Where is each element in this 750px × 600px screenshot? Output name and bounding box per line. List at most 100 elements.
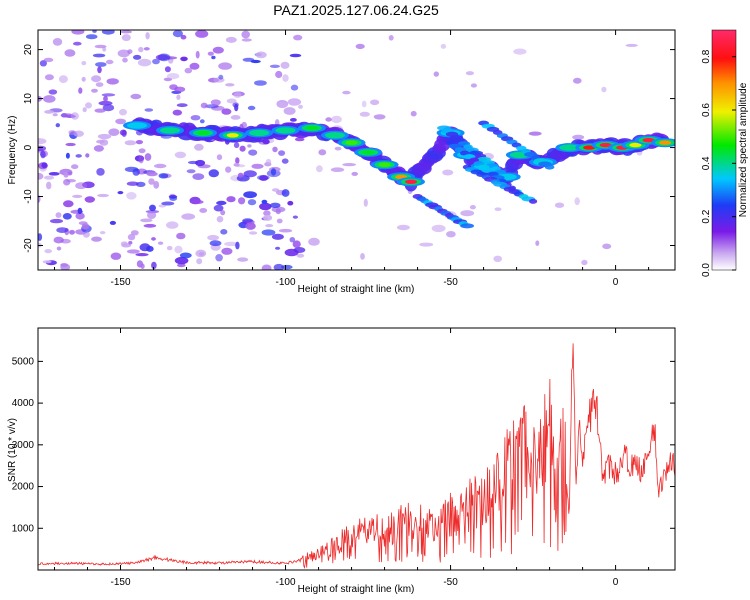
spectrogram-noise-blob xyxy=(180,34,187,40)
spectrogram-noise-blob xyxy=(93,145,104,152)
spectrogram-noise-blob xyxy=(318,149,327,156)
spectrogram-noise-blob xyxy=(187,160,199,165)
spectrogram-noise-blob xyxy=(259,175,269,181)
spectrogram-noise-blob xyxy=(126,249,140,254)
spectrogram-noise-blob xyxy=(127,233,136,241)
spectrogram-noise-blob xyxy=(271,233,284,240)
spectrogram-noise-blob xyxy=(470,83,477,88)
y-tick-label: 20 xyxy=(23,44,34,56)
spectrogram-noise-blob xyxy=(226,196,236,203)
snr-frame xyxy=(37,327,676,571)
snr-plot-area xyxy=(38,328,675,570)
spectrogram-noise-blob xyxy=(263,214,273,221)
spectrogram-noise-blob xyxy=(148,178,155,185)
spectrogram-noise-blob xyxy=(625,43,638,47)
spectrogram-noise-blob xyxy=(241,38,252,42)
spectrogram-noise-blob xyxy=(91,88,98,93)
spectrogram-noise-blob xyxy=(298,104,303,109)
spectrogram-noise-blob xyxy=(275,208,281,215)
spectrogram-noise-blob xyxy=(325,117,332,122)
y-tick-label: 5000 xyxy=(12,356,35,367)
spectrogram-noise-blob xyxy=(151,261,157,270)
spectrogram-noise-blob xyxy=(572,134,585,140)
spectrogram-noise-blob xyxy=(115,118,126,125)
spectrogram-noise-blob xyxy=(351,171,359,176)
y-tick-label: 1000 xyxy=(12,523,35,534)
spectrogram-noise-blob xyxy=(528,131,542,136)
colorbar: 0.0 0.2 0.4 0.6 0.8 Normalized spectral ampl… xyxy=(701,29,749,277)
spectrogram-noise-blob xyxy=(189,199,204,205)
spectrogram-noise-blob xyxy=(66,179,76,183)
spectrogram-noise-blob xyxy=(270,168,277,176)
spectrogram-noise-blob xyxy=(199,119,205,124)
spectrogram-ridge-layer xyxy=(123,117,675,229)
y-tick-label: 0 xyxy=(23,144,34,150)
spectrogram-noise-blob xyxy=(573,77,582,84)
spectrogram-ridge-point xyxy=(362,150,375,155)
spectrogram-ridge-point xyxy=(513,152,526,158)
spectrogram-noise-blob xyxy=(120,30,133,34)
spectrogram-noise-blob xyxy=(97,133,112,140)
spectrogram-noise-blob xyxy=(71,30,85,35)
spectrogram-noise-blob xyxy=(56,227,69,234)
spectrogram-noise-blob xyxy=(281,189,290,197)
spectrogram-noise-blob xyxy=(130,93,142,100)
spectrogram-y-ticks: -20 -10 0 10 20 xyxy=(23,44,675,253)
spectrogram-noise-blob xyxy=(151,237,156,241)
spectrogram-noise-blob xyxy=(75,154,82,158)
spectrogram-noise-blob xyxy=(460,210,475,217)
spectrogram-noise-blob xyxy=(602,243,612,250)
spectrogram-noise-blob xyxy=(126,192,137,200)
spectrogram-noise-blob xyxy=(138,155,144,164)
spectrogram-noise-blob xyxy=(75,182,87,190)
spectrogram-ridge-point xyxy=(329,133,341,138)
figure-title: PAZ1.2025.127.06.24.G25 xyxy=(273,2,439,18)
spectrogram-noise-blob xyxy=(85,102,92,109)
spectrogram-noise-blob xyxy=(342,163,357,167)
spectrogram-noise-blob xyxy=(360,253,365,260)
spectrogram-noise-blob xyxy=(81,223,90,230)
spectrogram-noise-blob xyxy=(245,222,256,230)
spectrogram-noise-blob xyxy=(92,30,97,33)
spectrogram-noise-blob xyxy=(120,241,128,246)
spectrogram-noise-blob xyxy=(135,253,149,257)
spectrogram-noise-blob xyxy=(176,103,188,108)
spectrogram-noise-blob xyxy=(196,258,203,265)
spectrogram-noise-blob xyxy=(275,70,283,79)
spectrogram-noise-blob xyxy=(50,218,63,224)
spectrogram-noise-blob xyxy=(237,257,249,262)
spectrogram-noise-blob xyxy=(186,169,196,174)
snr-panel: -150 -100 -50 0 1000 2000 3000 4000 5000 Height… xyxy=(7,327,676,595)
spectrogram-noise-blob xyxy=(96,139,105,144)
spectrogram-noise-blob xyxy=(119,129,127,136)
spectrogram-noise-blob xyxy=(601,86,607,93)
spectrogram-noise-blob xyxy=(91,75,102,83)
spectrogram-noise-blob xyxy=(68,130,76,135)
spectrogram-noise-blob xyxy=(210,99,221,106)
spectrogram-streak-point xyxy=(529,198,538,204)
spectrogram-noise-blob xyxy=(38,145,47,152)
x-tick-label: 0 xyxy=(613,277,619,288)
spectrogram-noise-blob xyxy=(144,108,154,112)
spectrogram-noise-blob xyxy=(199,208,208,213)
spectrogram-noise-blob xyxy=(157,53,171,62)
spectrogram-noise-blob xyxy=(261,264,272,270)
spectrogram-ridge-point xyxy=(378,162,391,167)
spectrogram-noise-blob xyxy=(143,47,150,51)
spectrogram-noise-blob xyxy=(363,198,368,207)
spectrogram-noise-blob xyxy=(221,108,232,115)
spectrogram-noise-blob xyxy=(38,138,47,145)
spectrogram-noise-blob xyxy=(52,113,58,117)
spectrogram-noise-blob xyxy=(133,54,142,60)
spectrogram-ridge-point xyxy=(629,142,642,148)
x-tick-label: -150 xyxy=(111,277,131,288)
spectrogram-noise-blob xyxy=(431,224,446,233)
spectrogram-noise-blob xyxy=(535,240,540,246)
spectrogram-noise-blob xyxy=(73,41,82,46)
x-tick-label: -50 xyxy=(443,277,458,288)
spectrogram-ridge-point xyxy=(279,128,292,133)
spectrogram-noise-blob xyxy=(396,224,410,231)
spectrogram-noise-blob xyxy=(91,236,102,242)
spectrogram-noise-blob xyxy=(241,30,250,39)
spectrogram-noise-blob xyxy=(289,237,296,243)
